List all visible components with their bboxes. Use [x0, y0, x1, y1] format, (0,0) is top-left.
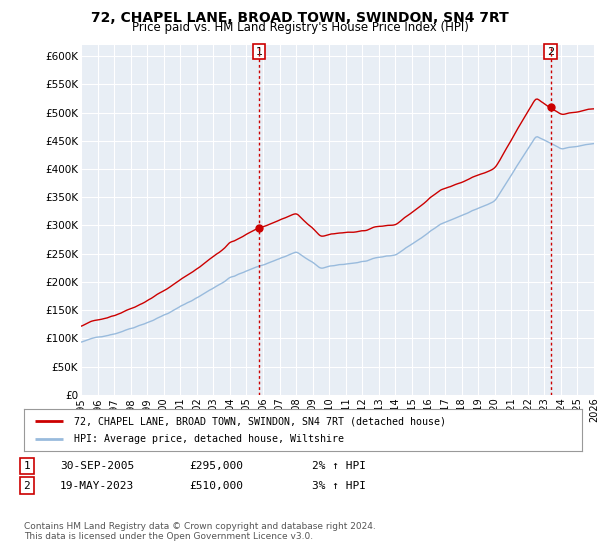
Text: £510,000: £510,000 [189, 480, 243, 491]
Text: £295,000: £295,000 [189, 461, 243, 471]
Text: 72, CHAPEL LANE, BROAD TOWN, SWINDON, SN4 7RT: 72, CHAPEL LANE, BROAD TOWN, SWINDON, SN… [91, 11, 509, 25]
Text: 2: 2 [547, 46, 554, 57]
Text: Price paid vs. HM Land Registry's House Price Index (HPI): Price paid vs. HM Land Registry's House … [131, 21, 469, 34]
Text: 3% ↑ HPI: 3% ↑ HPI [312, 480, 366, 491]
Text: Contains HM Land Registry data © Crown copyright and database right 2024.
This d: Contains HM Land Registry data © Crown c… [24, 522, 376, 542]
Text: 2% ↑ HPI: 2% ↑ HPI [312, 461, 366, 471]
Text: HPI: Average price, detached house, Wiltshire: HPI: Average price, detached house, Wilt… [74, 434, 344, 444]
Text: 19-MAY-2023: 19-MAY-2023 [60, 480, 134, 491]
Text: 2: 2 [23, 480, 31, 491]
Text: 1: 1 [256, 46, 262, 57]
Text: 30-SEP-2005: 30-SEP-2005 [60, 461, 134, 471]
Text: 72, CHAPEL LANE, BROAD TOWN, SWINDON, SN4 7RT (detached house): 72, CHAPEL LANE, BROAD TOWN, SWINDON, SN… [74, 417, 446, 426]
Text: 1: 1 [23, 461, 31, 471]
